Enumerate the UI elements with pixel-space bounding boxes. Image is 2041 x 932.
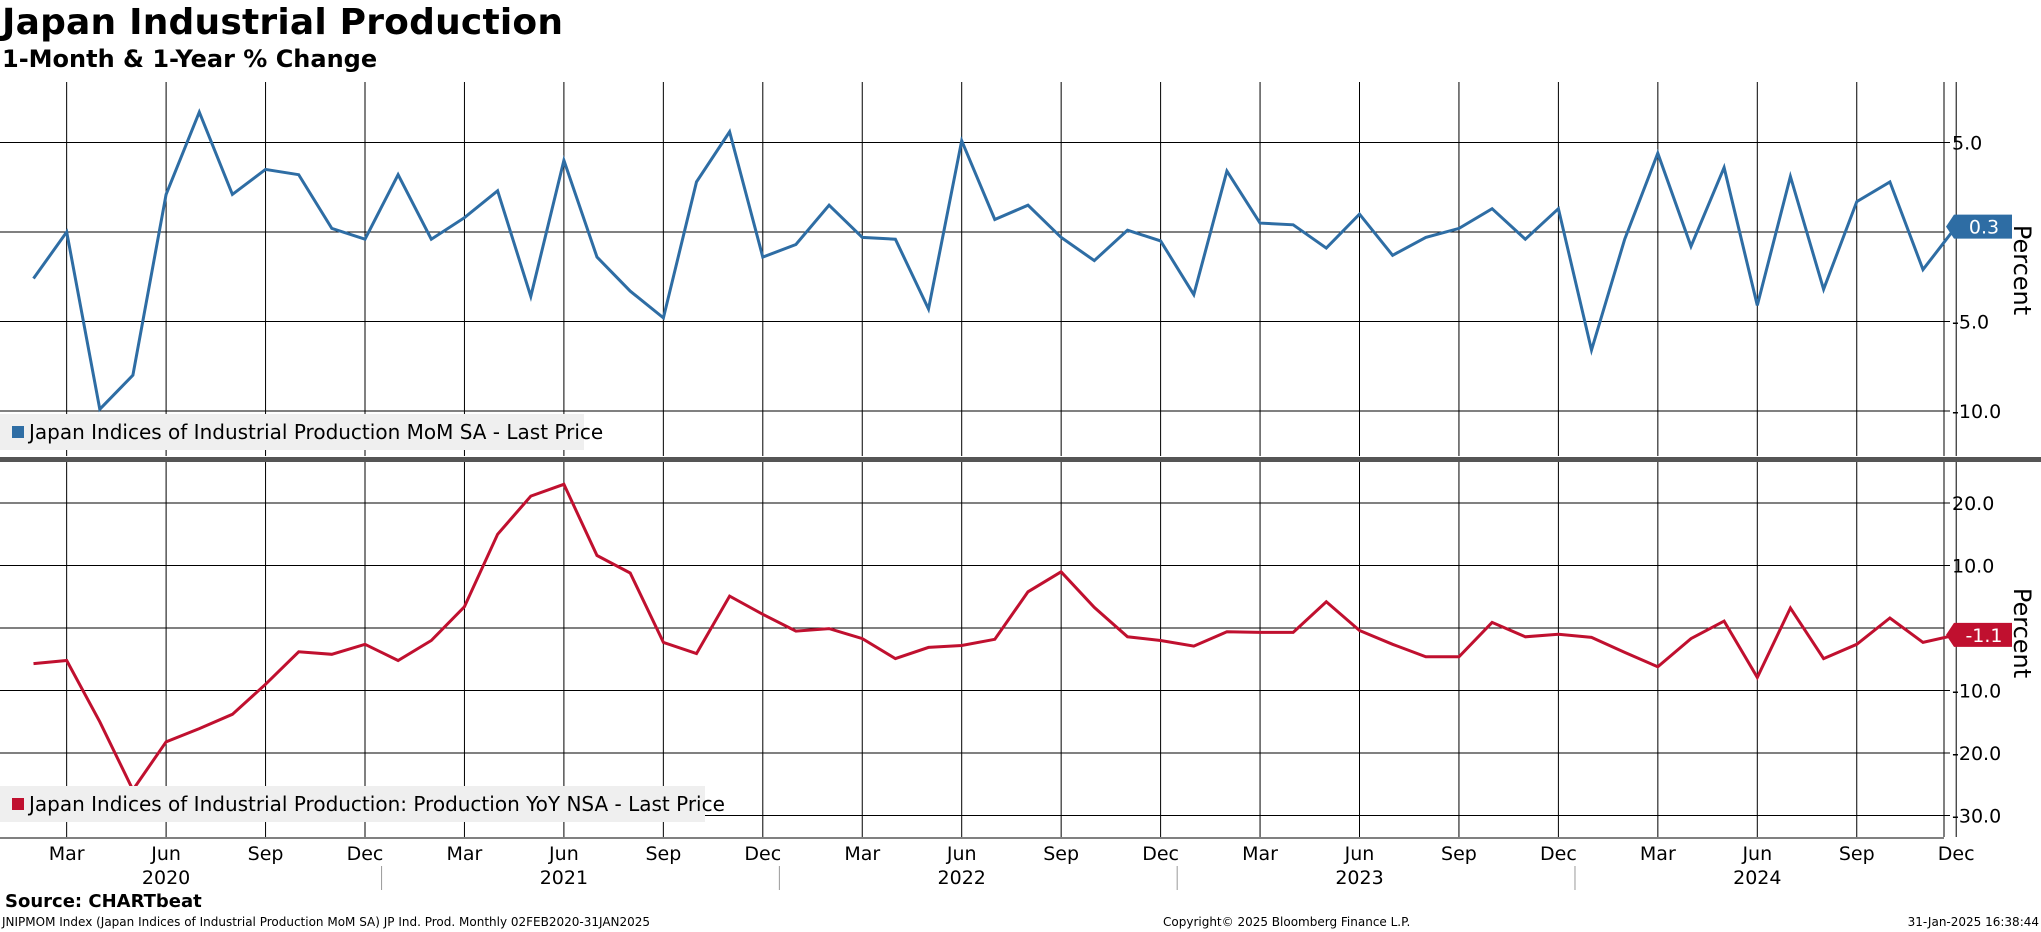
last-value-label: -1.1 <box>1965 625 2002 647</box>
x-tick-label-month: Dec <box>744 843 781 865</box>
x-tick-label-month: Sep <box>1043 843 1079 865</box>
ticker-info: JNIPMOM Index (Japan Indices of Industri… <box>2 915 651 929</box>
x-tick-label-month: Dec <box>1540 843 1577 865</box>
y-tick-label: -30.0 <box>1952 806 2001 828</box>
y-tick-label: 5.0 <box>1952 133 1982 155</box>
x-tick-label-month: Jun <box>946 843 977 865</box>
x-tick-label-year: 2023 <box>1335 867 1383 889</box>
x-tick-label-month: Dec <box>347 843 384 865</box>
legend-label: Japan Indices of Industrial Production: … <box>27 792 725 816</box>
y-tick-label: -10.0 <box>1952 401 2001 423</box>
y-axis-label: Percent <box>2008 225 2036 315</box>
x-tick-label-month: Sep <box>248 843 284 865</box>
x-tick-label-month: Mar <box>1242 843 1278 865</box>
x-tick-label-year: 2024 <box>1733 867 1781 889</box>
x-tick-label-year: 2021 <box>540 867 588 889</box>
x-tick-label-month: Sep <box>1441 843 1477 865</box>
source-label: Source: CHARTbeat <box>5 891 202 912</box>
series-line-mom <box>32 108 1958 413</box>
x-tick-label-month: Jun <box>1741 843 1772 865</box>
x-tick-label-month: Dec <box>1938 843 1975 865</box>
x-tick-label-month: Jun <box>1344 843 1375 865</box>
y-tick-label: -20.0 <box>1952 743 2001 765</box>
copyright-notice: Copyright© 2025 Bloomberg Finance L.P. <box>1163 915 1411 929</box>
last-value-label: 0.3 <box>1969 217 1999 239</box>
y-axis-label: Percent <box>2008 588 2036 678</box>
y-tick-label: 10.0 <box>1952 556 1994 578</box>
y-tick-label: -10.0 <box>1952 681 2001 703</box>
x-tick-label-month: Mar <box>49 843 85 865</box>
x-tick-label-year: 2022 <box>938 867 986 889</box>
panel-divider <box>0 457 2041 462</box>
x-tick-label-month: Mar <box>844 843 880 865</box>
legend-label: Japan Indices of Industrial Production M… <box>27 420 603 444</box>
last-value-tag <box>1946 214 2012 239</box>
x-tick-label-month: Dec <box>1142 843 1179 865</box>
series-line-yoy <box>33 482 1957 793</box>
legend-box <box>0 786 705 822</box>
chart-title: Japan Industrial Production <box>2 2 564 43</box>
y-tick-label: 20.0 <box>1952 493 1994 515</box>
timestamp: 31-Jan-2025 16:38:44 <box>1907 915 2039 929</box>
x-tick-label-month: Jun <box>150 843 181 865</box>
x-tick-label-year: 2020 <box>142 867 190 889</box>
x-tick-label-month: Sep <box>645 843 681 865</box>
x-tick-label-month: Sep <box>1839 843 1875 865</box>
x-tick-label-month: Mar <box>447 843 483 865</box>
legend-box <box>0 414 584 450</box>
last-value-tag <box>1946 622 2012 647</box>
x-tick-label-month: Mar <box>1640 843 1676 865</box>
chart-subtitle: 1-Month & 1-Year % Change <box>2 45 378 73</box>
legend-swatch <box>12 426 24 438</box>
y-tick-label: -5.0 <box>1952 312 1989 334</box>
x-tick-label-month: Jun <box>548 843 579 865</box>
legend-swatch <box>12 798 24 810</box>
